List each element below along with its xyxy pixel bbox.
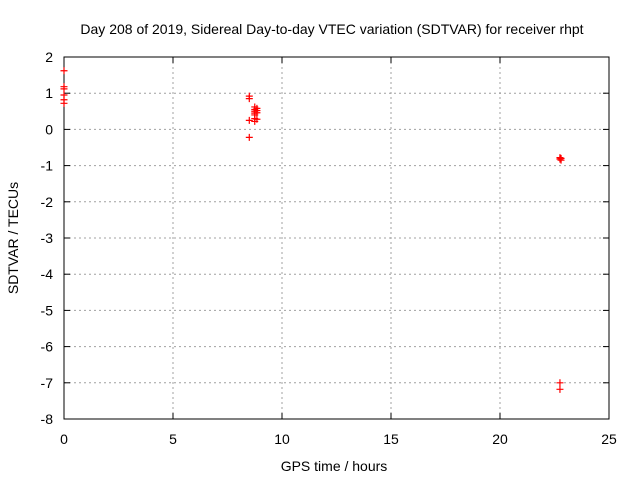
data-point: [245, 116, 253, 124]
x-tick-label: 5: [169, 431, 177, 447]
data-point: [556, 379, 564, 387]
data-point: [556, 385, 564, 393]
y-tick-label: -7: [41, 375, 54, 391]
y-tick-label: -6: [41, 339, 54, 355]
axis-ticks: 0 5 10 15 20 25 -8 -7 -6 -5 -4 -3 -2 -1 0 1 2: [41, 49, 617, 447]
y-tick-label: 1: [45, 85, 53, 101]
data-point: [245, 133, 253, 141]
data-point: [60, 85, 68, 93]
data-point: [253, 109, 261, 117]
data-point: [60, 67, 68, 75]
x-tick-label: 15: [383, 431, 399, 447]
y-tick-label: -8: [41, 411, 54, 427]
y-tick-label: 0: [45, 121, 53, 137]
data-point: [60, 99, 68, 107]
x-tick-label: 20: [492, 431, 508, 447]
data-point: [557, 156, 565, 164]
grid: [64, 57, 609, 419]
x-axis-label: GPS time / hours: [281, 458, 388, 474]
y-tick-label: -3: [41, 230, 54, 246]
y-tick-label: -2: [41, 194, 54, 210]
y-tick-label: 2: [45, 49, 53, 65]
data-point: [253, 115, 261, 123]
data-point: [556, 155, 564, 163]
data-point: [245, 95, 253, 103]
y-axis-label: SDTVAR / TECUs: [5, 182, 21, 294]
x-tick-label: 0: [60, 431, 68, 447]
data-points: [60, 67, 565, 393]
chart-title: Day 208 of 2019, Sidereal Day-to-day VTE…: [80, 21, 583, 37]
y-tick-label: -5: [41, 302, 54, 318]
x-tick-label: 10: [274, 431, 290, 447]
y-tick-label: -1: [41, 158, 54, 174]
y-tick-label: -4: [41, 266, 54, 282]
x-tick-label: 25: [601, 431, 617, 447]
